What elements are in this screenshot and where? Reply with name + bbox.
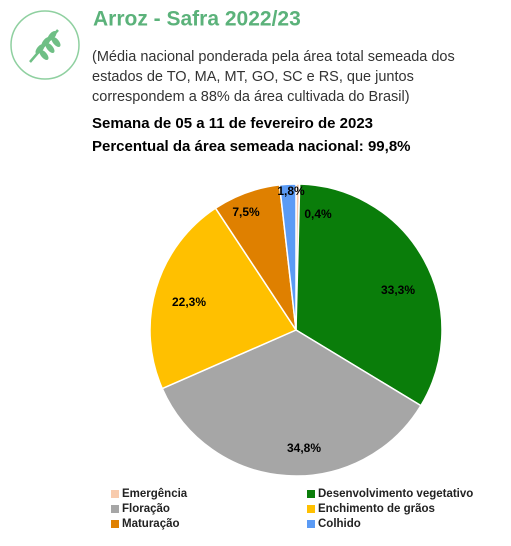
legend-swatch: [307, 505, 315, 513]
legend-swatch: [111, 505, 119, 513]
pie-slice: [295, 183, 443, 407]
legend-swatch: [111, 490, 119, 498]
title: Arroz - Safra 2022/23: [93, 8, 301, 31]
legend-label: Desenvolvimento vegetativo: [318, 488, 473, 500]
legend-swatch: [307, 520, 315, 528]
data-label: 34,8%: [287, 441, 321, 455]
data-label: 22,3%: [172, 295, 206, 309]
legend-swatch: [111, 520, 119, 528]
subtitle: correspondem a 88% da área cultivada do …: [92, 89, 410, 105]
data-label: 7,5%: [232, 205, 260, 219]
legend-swatch: [307, 490, 315, 498]
pie-slice: [149, 207, 298, 390]
data-label: 1,8%: [277, 184, 305, 198]
legend-label: Enchimento de grãos: [318, 503, 435, 515]
data-label: 0,4%: [304, 207, 332, 221]
data-label: 33,3%: [381, 283, 415, 297]
subtitle: estados de TO, MA, MT, GO, SC e RS, que …: [92, 69, 414, 85]
legend-label: Emergência: [122, 488, 188, 500]
subtitle: (Média nacional ponderada pela área tota…: [92, 49, 455, 65]
icon: [10, 10, 80, 80]
legend-label: Maturação: [122, 518, 180, 530]
pie-slice: [161, 329, 422, 477]
pie-slice: [278, 183, 297, 331]
share: Percentual da área semeada nacional: 99,…: [92, 138, 411, 155]
legend-label: Floração: [122, 503, 170, 515]
week: Semana de 05 a 11 de fevereiro de 2023: [92, 115, 373, 132]
legend-label: Colhido: [318, 518, 361, 530]
